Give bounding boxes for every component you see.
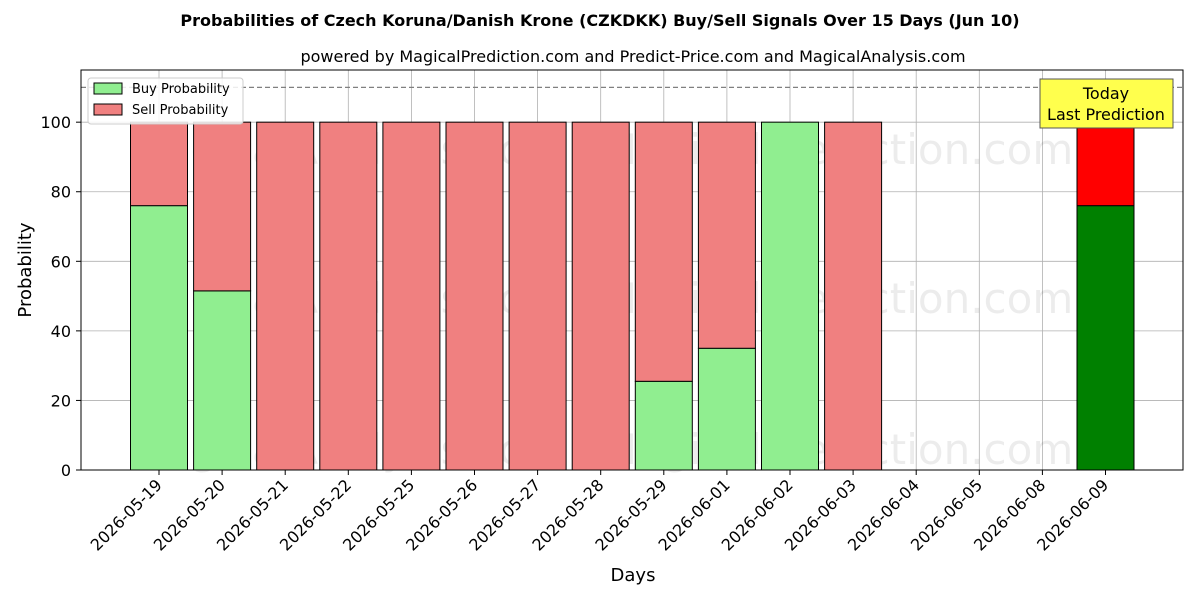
sell-bar — [382, 121, 441, 471]
y-tick-label: 80 — [51, 183, 71, 202]
legend-sell-label: Sell Probability — [132, 103, 229, 118]
buy-bar — [1076, 205, 1135, 471]
buy-bar — [761, 121, 819, 471]
plot-frame — [80, 69, 1184, 471]
today-annotation-line2: Last Prediction — [1047, 105, 1165, 124]
legend-buy-swatch — [93, 82, 123, 95]
buy-bar — [193, 290, 252, 471]
sell-bar — [130, 121, 188, 207]
sell-bar — [256, 121, 315, 471]
sell-bar — [445, 121, 504, 471]
today-annotation-line1: Today — [1082, 84, 1129, 103]
x-axis-label: Days — [611, 565, 656, 586]
chart-title: Probabilities of Czech Koruna/Danish Kro… — [180, 11, 1019, 30]
sell-bar — [508, 121, 567, 471]
sell-bar — [571, 121, 630, 471]
chart-subtitle: powered by MagicalPrediction.com and Pre… — [300, 47, 965, 66]
legend-buy-label: Buy Probability — [132, 82, 230, 97]
y-tick-label: 40 — [51, 322, 71, 341]
bars-layer — [130, 121, 1135, 471]
sell-bar — [824, 121, 883, 471]
legend-sell-swatch — [93, 103, 123, 116]
sell-bar — [319, 121, 378, 471]
y-tick-label: 20 — [51, 391, 71, 410]
buy-bar — [697, 347, 756, 471]
sell-bar — [193, 121, 252, 292]
sell-bar — [697, 121, 756, 349]
y-tick-label: 60 — [51, 252, 71, 271]
buy-bar — [634, 380, 693, 471]
buy-bar — [130, 205, 188, 471]
today-annotation-box — [1039, 78, 1174, 129]
sell-bar — [1076, 121, 1135, 207]
y-tick-label: 100 — [40, 113, 71, 132]
legend-box — [87, 77, 244, 125]
sell-bar — [634, 121, 693, 382]
y-axis-label: Probability — [15, 222, 36, 317]
y-tick-label: 0 — [61, 461, 71, 480]
legend: Buy Probability Sell Probability — [87, 77, 244, 125]
today-annotation: Today Last Prediction — [1039, 78, 1174, 129]
